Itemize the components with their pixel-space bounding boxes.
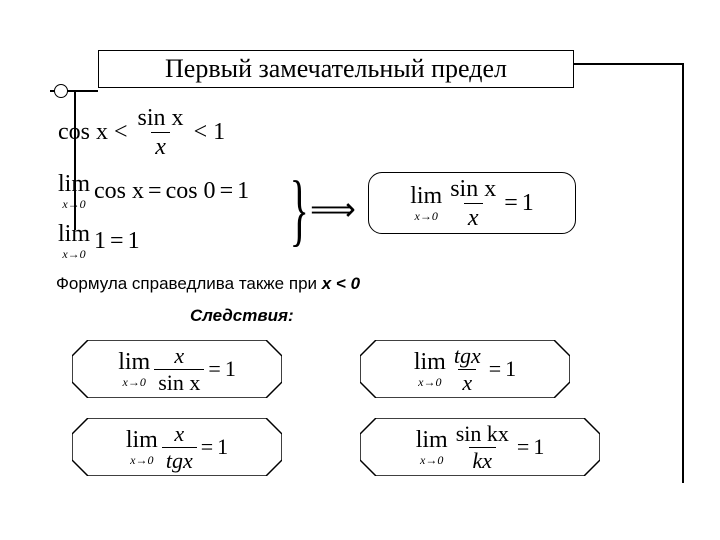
ineq-lt2: <	[194, 119, 208, 146]
result-frac: sin x x	[446, 177, 500, 230]
title-text: Первый замечательный предел	[165, 54, 507, 84]
lim1-eq2: =	[220, 178, 234, 205]
node-hline-right	[68, 90, 98, 92]
result-eq: =	[504, 190, 518, 217]
lim1-mid: cos 0	[166, 178, 216, 205]
inequality: cos x < sin x x < 1	[58, 106, 225, 159]
lim1-res: 1	[237, 178, 249, 205]
note-cond: x < 0	[322, 274, 360, 293]
consequences-title: Следствия:	[190, 306, 294, 326]
title-box: Первый замечательный предел	[98, 50, 574, 88]
node-circle	[54, 84, 68, 98]
note-text: Формула справедлива также при	[56, 274, 322, 293]
limit-row-1: lim x→0 cos x = cos 0 = 1	[58, 172, 249, 210]
note-line: Формула справедлива также при x < 0	[56, 274, 360, 294]
lim2-res: 1	[128, 228, 140, 255]
lim-symbol-2: lim x→0	[58, 222, 90, 260]
ineq-lt1: <	[114, 119, 128, 146]
result-box: lim x→0 sin x x = 1	[368, 172, 576, 234]
lim1-eq1: =	[148, 178, 162, 205]
connector-line-right	[574, 63, 684, 65]
lim-symbol-1: lim x→0	[58, 172, 90, 210]
result-lim: lim x→0	[410, 184, 442, 222]
ineq-frac: sin x x	[134, 106, 188, 159]
connector-line-down	[682, 63, 684, 483]
lim1-expr: cos x	[94, 178, 144, 205]
ineq-rhs: 1	[213, 119, 225, 146]
lim2-eq: =	[110, 228, 124, 255]
brace-icon: }	[290, 170, 309, 250]
ineq-den: x	[151, 132, 170, 159]
lim2-expr: 1	[94, 228, 106, 255]
corollary-1: limx→0 xsin x = 1	[72, 340, 282, 398]
limit-row-2: lim x→0 1 = 1	[58, 222, 140, 260]
ineq-lhs: cos x	[58, 119, 108, 146]
result-val: 1	[522, 190, 534, 217]
implies-arrow-icon: ⟹	[310, 190, 356, 228]
corollary-2: limx→0 xtgx = 1	[72, 418, 282, 476]
ineq-num: sin x	[134, 106, 188, 132]
corollary-3: limx→0 tgxx = 1	[360, 340, 570, 398]
corollary-4: limx→0 sin kxkx = 1	[360, 418, 600, 476]
